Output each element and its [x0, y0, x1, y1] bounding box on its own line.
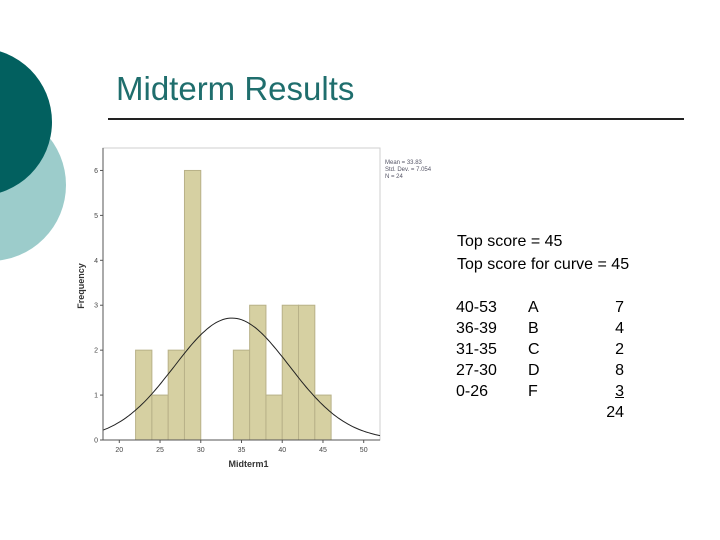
x-tick-label: 35 [238, 447, 246, 454]
x-axis-label: Midterm1 [228, 459, 268, 469]
grade-count: 2 [615, 341, 624, 358]
grade-total: 24 [606, 404, 624, 421]
histogram-bar [265, 394, 283, 441]
stat-n: N = 24 [385, 174, 403, 180]
x-tick-label: 45 [319, 447, 327, 454]
x-tick-label: 50 [360, 447, 368, 454]
y-tick-label: 4 [94, 258, 98, 265]
y-tick-label: 1 [94, 393, 98, 400]
decorative-circles [0, 51, 66, 261]
grade-letter: D [528, 362, 540, 379]
y-tick-label: 2 [94, 348, 98, 355]
grade-range: 40-53 [456, 299, 497, 316]
x-tick-label: 20 [115, 447, 123, 454]
grade-count-column: 7 4 2 8 3 24 [596, 297, 624, 423]
top-curve-note: Top score for curve = 45 [457, 256, 630, 273]
stat-mean: Mean = 33.83 [385, 160, 422, 166]
dark-circle-shape [0, 51, 52, 193]
title-underline [108, 118, 684, 120]
grade-count: 3 [615, 383, 624, 400]
y-tick-label: 0 [94, 438, 98, 445]
grade-range: 36-39 [456, 320, 497, 337]
grade-range: 31-35 [456, 341, 497, 358]
grade-range: 27-30 [456, 362, 497, 379]
histogram-bar [183, 169, 202, 441]
histogram-bar [314, 394, 332, 441]
grade-count: 8 [615, 362, 624, 379]
grade-letter: C [528, 341, 540, 358]
grade-letter: F [528, 383, 538, 400]
grade-letter: B [528, 320, 539, 337]
grade-letter-column: A B C D F [528, 297, 540, 402]
y-tick-label: 3 [94, 303, 98, 310]
y-axis-label: Frequency [76, 263, 86, 309]
histogram-bar [135, 349, 153, 441]
grade-count: 4 [615, 320, 624, 337]
normal-curve-line [102, 317, 381, 437]
stat-std-dev: Std. Dev. = 7.054 [385, 167, 432, 173]
histogram-bar [281, 304, 300, 441]
x-tick-label: 40 [278, 447, 286, 454]
x-tick-label: 30 [197, 447, 205, 454]
grade-range: 0-26 [456, 383, 489, 400]
y-tick-label: 5 [94, 213, 98, 220]
histogram-bar [151, 394, 169, 441]
chart-stats: Mean = 33.83 Std. Dev. = 7.054 N = 24 [385, 160, 431, 181]
histogram-bar [232, 349, 251, 441]
y-tick-label: 6 [94, 168, 98, 175]
histogram-bar [298, 304, 316, 441]
slide-title: Midterm Results [116, 70, 355, 107]
grade-letter: A [528, 299, 539, 316]
grade-count: 7 [615, 299, 624, 316]
grade-range-column: 40-53 36-39 31-35 27-30 0-26 [456, 297, 497, 402]
top-score-note: Top score = 45 [457, 233, 563, 250]
x-tick-label: 25 [156, 447, 164, 454]
